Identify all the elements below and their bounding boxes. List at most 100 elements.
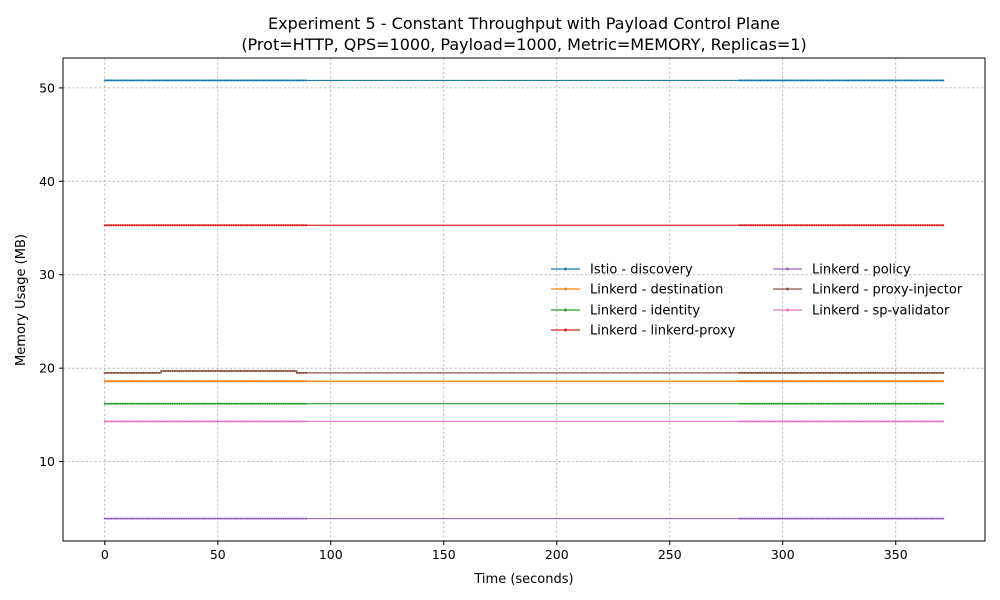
data-point [216, 517, 219, 520]
data-point [921, 517, 924, 520]
data-point [865, 402, 868, 405]
data-point [286, 79, 289, 82]
data-point [892, 420, 895, 423]
data-point [781, 517, 784, 520]
data-point [117, 517, 120, 520]
series-linkerd-proxy-injector [103, 369, 945, 374]
data-point [105, 371, 109, 374]
data-point [768, 380, 771, 383]
data-point [797, 517, 800, 520]
data-point [234, 402, 237, 405]
data-point [747, 224, 750, 227]
data-point [883, 224, 886, 227]
data-point [826, 371, 830, 374]
data-point [928, 224, 931, 227]
data-point [763, 371, 766, 374]
data-point [867, 420, 870, 423]
data-point [304, 371, 308, 374]
data-point [842, 517, 845, 520]
data-point [246, 517, 249, 520]
data-point [928, 380, 931, 383]
data-point [203, 380, 206, 383]
data-point [157, 79, 161, 82]
data-point [779, 517, 782, 520]
data-point [110, 380, 113, 383]
data-point [842, 380, 845, 383]
data-point [124, 517, 127, 520]
legend: Istio - discovery Linkerd - destination Li… [551, 263, 963, 339]
data-point [788, 420, 791, 423]
data-point [885, 79, 888, 82]
data-point [824, 224, 827, 227]
data-point [191, 420, 195, 423]
data-point [300, 517, 303, 520]
data-point [286, 369, 289, 373]
data-point [237, 402, 240, 405]
data-point [279, 369, 283, 373]
data-point [234, 369, 237, 373]
data-point [783, 402, 787, 405]
data-point [153, 420, 156, 423]
data-point [200, 369, 204, 373]
chart-title: Experiment 5 - Constant Throughput with … [268, 14, 780, 33]
data-point [817, 79, 821, 82]
data-point [774, 402, 778, 405]
data-point [121, 420, 124, 423]
data-point [765, 380, 769, 383]
data-point [935, 402, 938, 405]
data-point [148, 371, 152, 374]
data-point [209, 224, 213, 227]
data-point [142, 380, 145, 383]
data-point [863, 224, 866, 227]
data-point [822, 517, 825, 520]
data-point [851, 380, 854, 383]
data-point [284, 224, 287, 227]
data-point [847, 224, 850, 227]
data-point [153, 371, 156, 374]
data-point [298, 517, 301, 520]
data-point [232, 420, 235, 423]
data-point [772, 380, 775, 383]
data-point [867, 224, 870, 227]
data-point [903, 420, 906, 423]
data-point [765, 420, 769, 423]
data-point [851, 224, 854, 227]
data-point [853, 420, 857, 423]
data-point [155, 224, 158, 227]
data-point [187, 420, 190, 423]
data-point [921, 224, 924, 227]
data-point [872, 79, 875, 82]
data-point [811, 371, 814, 374]
data-point [223, 402, 226, 405]
data-point [203, 517, 206, 520]
data-point [892, 402, 895, 405]
data-point [162, 517, 165, 520]
data-point [157, 380, 161, 383]
data-point [169, 369, 172, 373]
data-point [867, 371, 870, 374]
data-point [146, 224, 149, 227]
data-point [813, 402, 816, 405]
data-point [189, 420, 192, 423]
data-point [829, 224, 832, 227]
data-point [772, 79, 775, 82]
data-point [770, 402, 773, 405]
data-point [230, 79, 233, 82]
data-point [869, 402, 872, 405]
data-point [804, 79, 807, 82]
y-tick-label: 30 [39, 267, 55, 282]
data-point [103, 224, 106, 227]
data-point [180, 369, 183, 373]
data-point [198, 402, 201, 405]
data-point [811, 224, 814, 227]
data-point [801, 420, 805, 423]
data-point [858, 371, 861, 374]
data-point [856, 380, 859, 383]
data-point [890, 224, 893, 227]
data-point [162, 420, 165, 423]
data-point [763, 420, 766, 423]
data-point [171, 380, 174, 383]
data-point [298, 224, 301, 227]
data-point [160, 79, 163, 82]
data-point [214, 79, 217, 82]
